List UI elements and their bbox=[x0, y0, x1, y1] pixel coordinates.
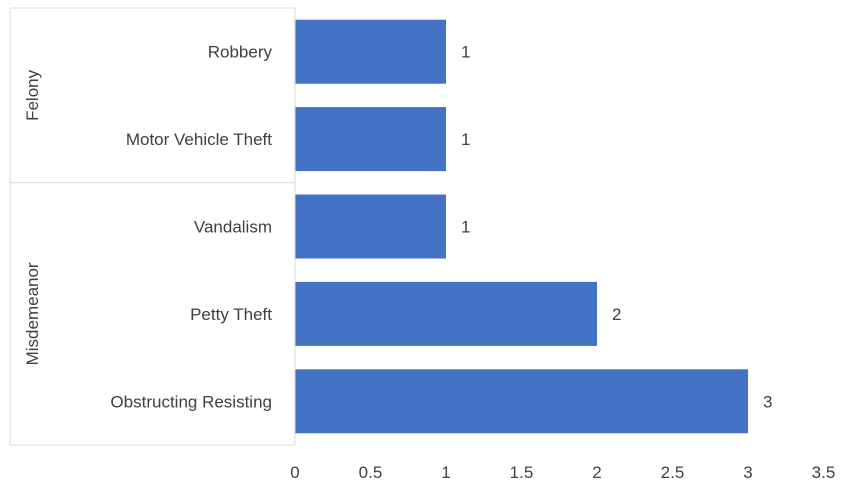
bar-petty-theft bbox=[295, 281, 597, 346]
x-tick-label: 1 bbox=[441, 463, 450, 482]
bar-motor-vehicle-theft bbox=[295, 107, 446, 172]
bar-robbery bbox=[295, 19, 446, 84]
category-label: Vandalism bbox=[194, 218, 272, 237]
category-label: Obstructing Resisting bbox=[110, 392, 272, 411]
group-label: Misdemeanor bbox=[23, 262, 42, 365]
category-label: Robbery bbox=[208, 43, 273, 62]
x-tick-label: 1.5 bbox=[510, 463, 534, 482]
group-label: Felony bbox=[23, 69, 42, 121]
data-label: 2 bbox=[612, 305, 621, 324]
bar-obstructing-resisting bbox=[295, 369, 748, 434]
data-label: 1 bbox=[461, 218, 470, 237]
x-tick-label: 2.5 bbox=[661, 463, 685, 482]
data-label: 1 bbox=[461, 43, 470, 62]
data-label: 3 bbox=[763, 392, 772, 411]
x-tick-label: 0.5 bbox=[359, 463, 383, 482]
x-tick-label: 2 bbox=[592, 463, 601, 482]
x-tick-label: 3.5 bbox=[812, 463, 836, 482]
category-label: Petty Theft bbox=[190, 305, 272, 324]
category-label: Motor Vehicle Theft bbox=[126, 130, 272, 149]
bar-vandalism bbox=[295, 194, 446, 259]
data-label: 1 bbox=[461, 130, 470, 149]
x-tick-label: 3 bbox=[743, 463, 752, 482]
x-tick-label: 0 bbox=[290, 463, 299, 482]
